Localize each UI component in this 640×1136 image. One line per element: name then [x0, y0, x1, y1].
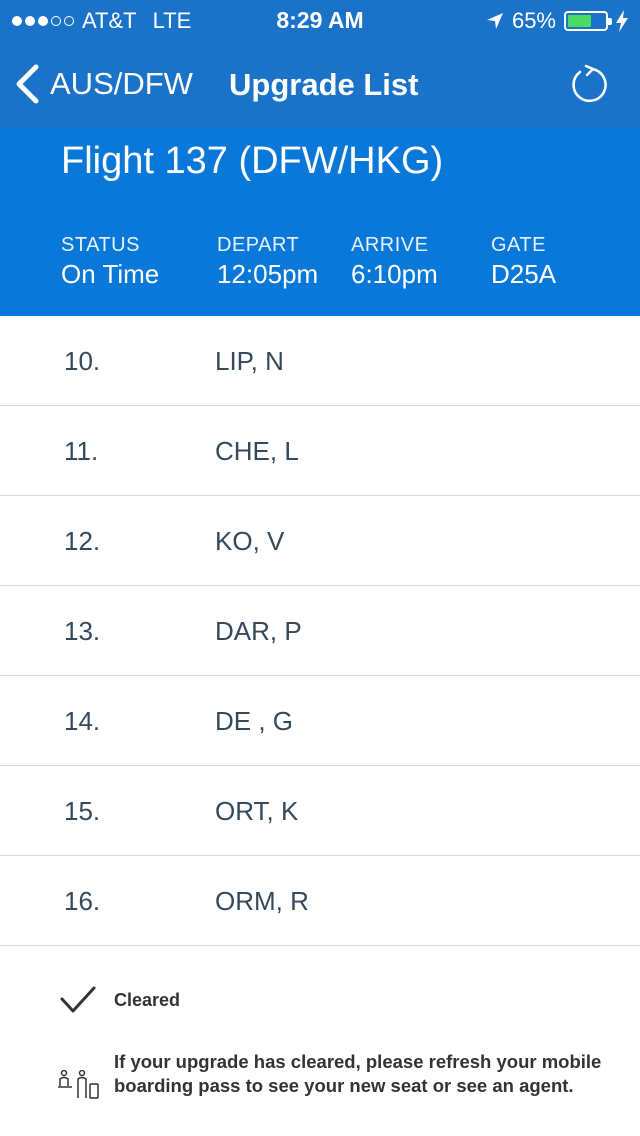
upgrade-list: 10. LIP, N 11. CHE, L 12. KO, V 13. DAR,… [0, 316, 640, 946]
signal-dot [38, 16, 48, 26]
arrive-value: 6:10pm [351, 259, 438, 289]
depart-label: DEPART [217, 234, 300, 256]
list-item: 16. ORM, R [0, 856, 640, 946]
passenger-name: DE , G [215, 706, 294, 736]
signal-dot [25, 16, 35, 26]
position-number: 16. [64, 886, 101, 916]
back-button[interactable]: AUS/DFW [14, 64, 193, 104]
flight-info-panel: Flight 137 (DFW/HKG) STATUS On Time DEPA… [0, 128, 640, 316]
status-left: AT&T LTE [12, 8, 191, 34]
status-value: On Time [61, 259, 160, 289]
gate-value: D25A [491, 259, 557, 289]
signal-dot [12, 16, 22, 26]
list-item: 14. DE , G [0, 676, 640, 766]
header: AT&T LTE 8:29 AM 65% AUS/DFW Upgrade Lis… [0, 0, 640, 128]
signal-strength-icon [12, 16, 74, 26]
position-number: 14. [64, 706, 101, 736]
cleared-label: Cleared [114, 989, 181, 1010]
passenger-name: ORM, R [215, 886, 309, 916]
battery-fill [568, 15, 592, 27]
position-number: 12. [64, 526, 101, 556]
nav-bar: AUS/DFW Upgrade List [0, 40, 640, 128]
passenger-name: ORT, K [215, 796, 299, 826]
passenger-name: LIP, N [215, 346, 284, 376]
flight-title: Flight 137 (DFW/HKG) [61, 140, 444, 182]
status-info: STATUS On Time [61, 234, 159, 290]
arrive-info: ARRIVE 6:10pm [351, 234, 438, 290]
passenger-name: CHE, L [215, 436, 299, 466]
checkmark-icon [60, 986, 96, 1013]
carrier-name: AT&T [82, 8, 137, 33]
network-type: LTE [152, 8, 192, 33]
upgrade-note: If your upgrade has cleared, please refr… [114, 1051, 602, 1096]
battery-icon [564, 11, 612, 31]
signal-dot [64, 16, 74, 26]
gate-info: GATE D25A [491, 234, 556, 290]
status-bar: AT&T LTE 8:29 AM 65% [0, 0, 640, 40]
status-time: 8:29 AM [276, 7, 364, 33]
legend-cleared: Cleared [60, 986, 180, 1014]
battery-nub [608, 18, 612, 25]
page-title: Upgrade List [229, 67, 419, 102]
gate-label: GATE [491, 234, 546, 256]
location-arrow-icon [486, 13, 503, 29]
refresh-icon[interactable] [568, 64, 610, 106]
position-number: 13. [64, 616, 101, 646]
position-number: 11. [64, 436, 99, 466]
status-right: 65% [486, 8, 628, 34]
position-number: 10. [64, 346, 101, 376]
list-item: 10. LIP, N [0, 316, 640, 406]
list-item: 15. ORT, K [0, 766, 640, 856]
list-item: 12. KO, V [0, 496, 640, 586]
signal-dot [51, 16, 61, 26]
arrive-label: ARRIVE [351, 234, 429, 256]
battery-percent: 65% [511, 8, 556, 33]
back-label: AUS/DFW [50, 66, 193, 101]
position-number: 15. [64, 796, 101, 826]
chevron-left-icon [16, 64, 39, 104]
depart-value: 12:05pm [217, 259, 319, 289]
passenger-seat-icon [58, 1070, 99, 1099]
list-item: 13. DAR, P [0, 586, 640, 676]
charging-bolt-icon [616, 10, 628, 32]
list-item: 11. CHE, L [0, 406, 640, 496]
passenger-name: DAR, P [215, 616, 302, 646]
depart-info: DEPART 12:05pm [217, 234, 318, 290]
status-label: STATUS [61, 234, 140, 256]
passenger-name: KO, V [215, 526, 285, 556]
